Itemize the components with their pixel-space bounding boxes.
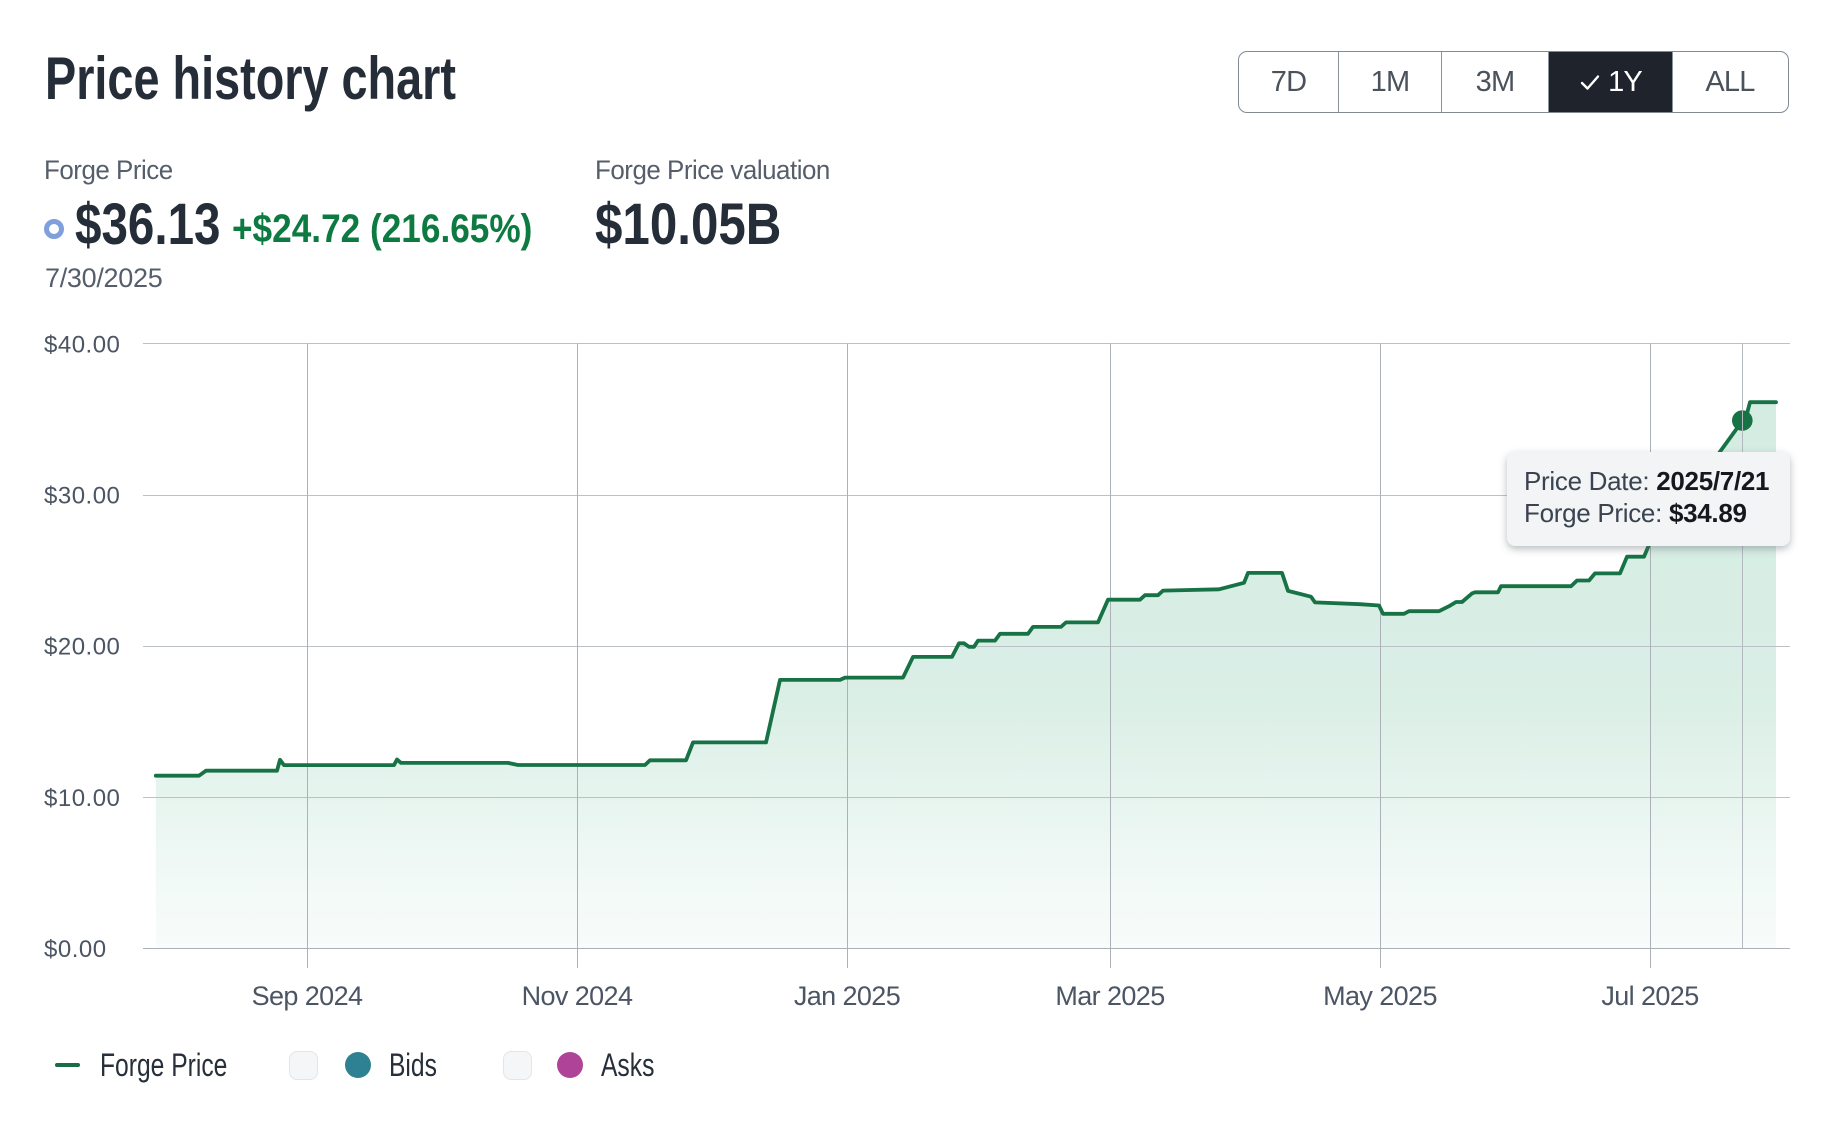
svg-text:Jul 2025: Jul 2025 [1601, 981, 1698, 1011]
svg-text:$40.00: $40.00 [44, 331, 120, 358]
svg-text:$0.00: $0.00 [44, 936, 107, 963]
svg-text:$30.00: $30.00 [44, 482, 120, 509]
svg-text:$10.00: $10.00 [44, 785, 120, 812]
svg-text:$20.00: $20.00 [44, 634, 120, 661]
svg-text:May 2025: May 2025 [1323, 981, 1437, 1011]
svg-text:Mar 2025: Mar 2025 [1055, 981, 1164, 1011]
svg-text:Nov 2024: Nov 2024 [522, 981, 633, 1011]
svg-text:Jan 2025: Jan 2025 [794, 981, 900, 1011]
svg-text:Sep 2024: Sep 2024 [252, 981, 363, 1011]
